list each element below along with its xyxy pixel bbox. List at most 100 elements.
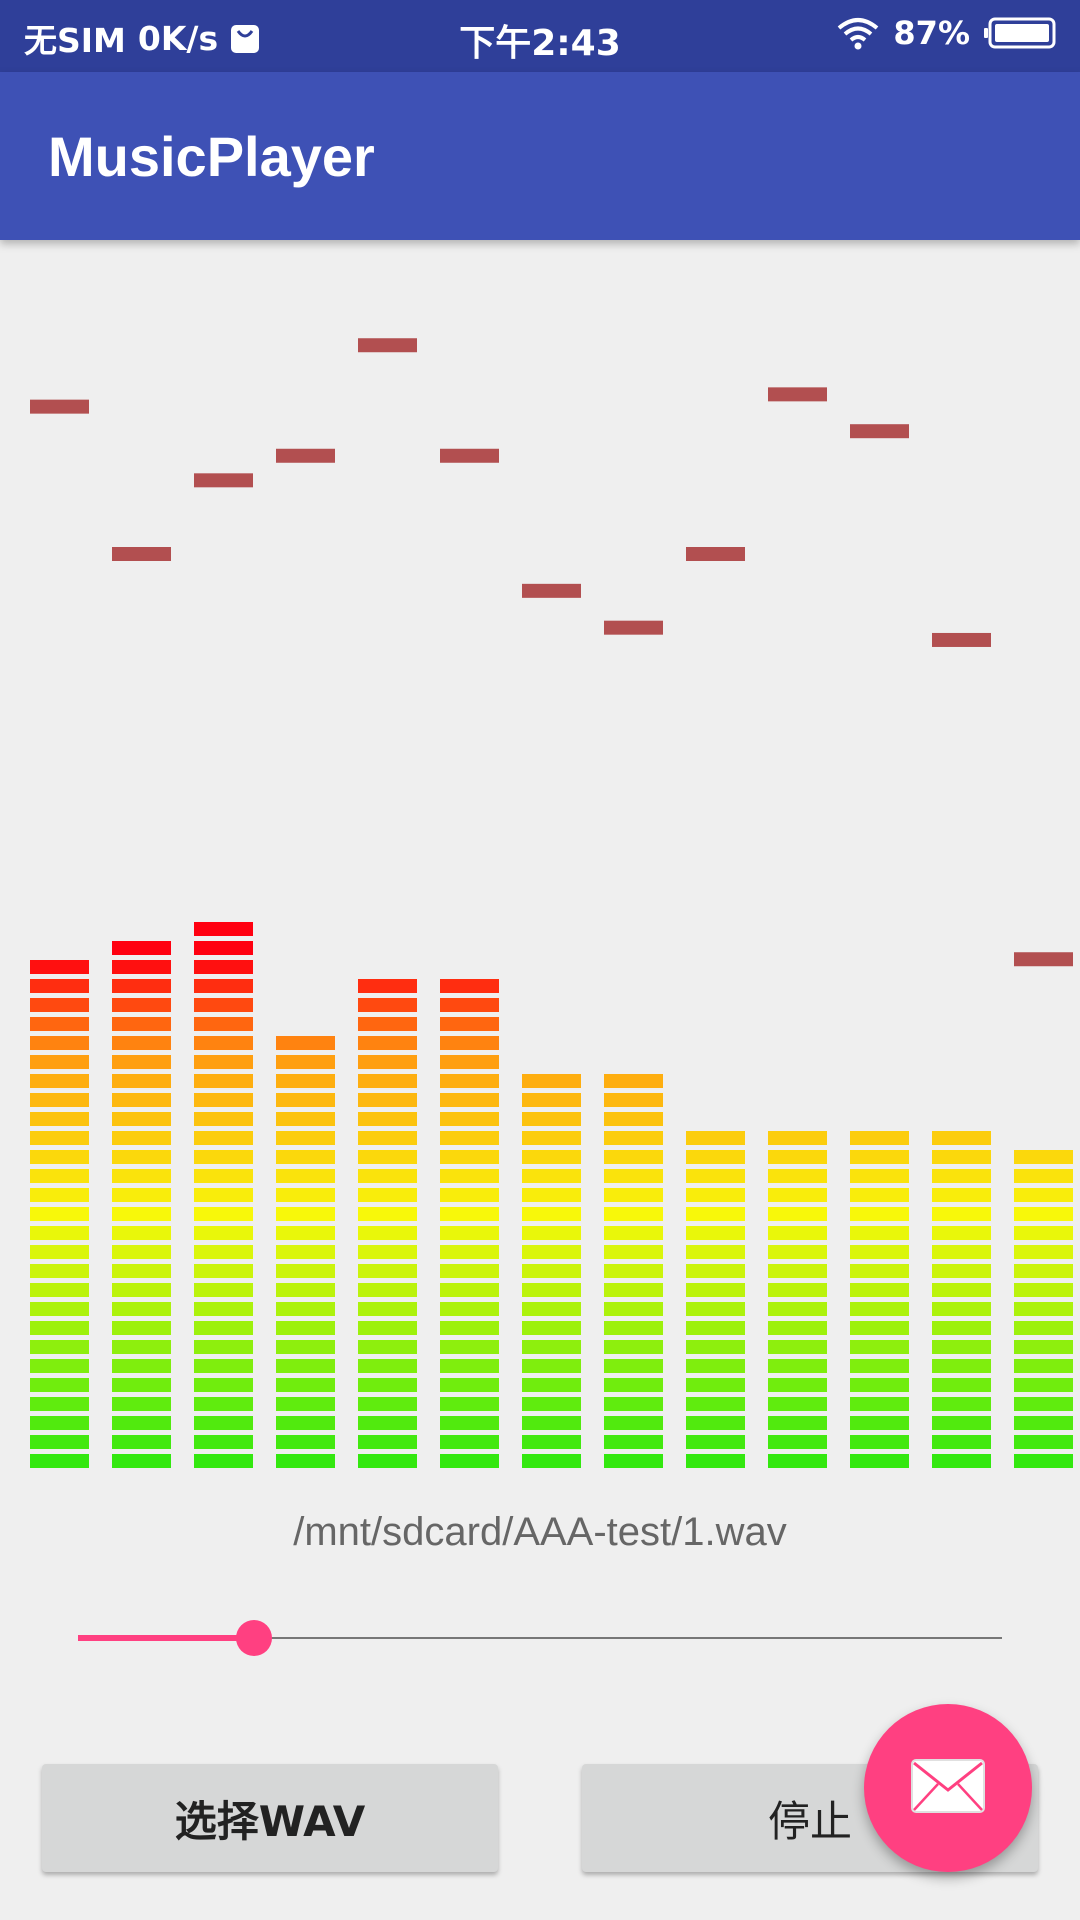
spectrum-segment (1014, 1454, 1073, 1468)
battery-icon (984, 17, 1056, 49)
spectrum-segment (30, 1340, 89, 1354)
seekbar[interactable] (78, 1618, 1002, 1658)
spectrum-segment (522, 1112, 581, 1126)
spectrum-segment (440, 1416, 499, 1430)
spectrum-segment (194, 1378, 253, 1392)
spectrum-segment (850, 1416, 909, 1430)
spectrum-segment (440, 1435, 499, 1449)
spectrum-segment (30, 1283, 89, 1297)
spectrum-segment (522, 1131, 581, 1145)
spectrum-segment (276, 1169, 335, 1183)
spectrum-segment (1014, 1321, 1073, 1335)
spectrum-segment (358, 1207, 417, 1221)
spectrum-segment (440, 998, 499, 1012)
spectrum-segment (1014, 1340, 1073, 1354)
spectrum-segment (358, 1359, 417, 1373)
spectrum-segment (194, 1074, 253, 1088)
select-wav-button[interactable]: 选择WAV (42, 1764, 498, 1872)
spectrum-segment (440, 1188, 499, 1202)
spectrum-segment (604, 1245, 663, 1259)
spectrum-segment (358, 1435, 417, 1449)
spectrum-segment (686, 1340, 745, 1354)
spectrum-segment (30, 1397, 89, 1411)
spectrum-segment (932, 1416, 991, 1430)
spectrum-segment (440, 1017, 499, 1031)
mail-fab[interactable] (864, 1704, 1032, 1872)
spectrum-segment (522, 1207, 581, 1221)
seekbar-track[interactable] (78, 1637, 1002, 1639)
spectrum-segment (686, 1226, 745, 1240)
spectrum-segment (112, 1036, 171, 1050)
spectrum-segment (112, 960, 171, 974)
spectrum-segment (686, 1378, 745, 1392)
spectrum-peak (932, 632, 991, 647)
spectrum-segment (932, 1245, 991, 1259)
spectrum-segment (358, 1378, 417, 1392)
spectrum-segment (1014, 1302, 1073, 1316)
spectrum-segment (30, 1378, 89, 1392)
spectrum-segment (850, 1150, 909, 1164)
spectrum-segment (358, 1454, 417, 1468)
spectrum-segment (604, 1378, 663, 1392)
spectrum-segment (522, 1283, 581, 1297)
spectrum-segment (604, 1416, 663, 1430)
spectrum-segment (112, 1416, 171, 1430)
spectrum-segment (358, 979, 417, 993)
spectrum-segment (850, 1188, 909, 1202)
spectrum-segment (1014, 1188, 1073, 1202)
mail-icon (910, 1758, 986, 1818)
spectrum-segment (686, 1150, 745, 1164)
spectrum-segment (358, 998, 417, 1012)
spectrum-segment (768, 1188, 827, 1202)
spectrum-segment (850, 1283, 909, 1297)
spectrum-segment (768, 1321, 827, 1335)
spectrum-segment (932, 1207, 991, 1221)
spectrum-segment (604, 1283, 663, 1297)
spectrum-segment (112, 1435, 171, 1449)
spectrum-peak (276, 448, 335, 463)
spectrum-segment (358, 1245, 417, 1259)
spectrum-segment (440, 1169, 499, 1183)
spectrum-segment (522, 1074, 581, 1088)
spectrum-segment (932, 1321, 991, 1335)
spectrum-segment (522, 1359, 581, 1373)
spectrum-segment (112, 1169, 171, 1183)
spectrum-segment (768, 1378, 827, 1392)
spectrum-segment (850, 1454, 909, 1468)
spectrum-segment (850, 1378, 909, 1392)
network-speed: 0K/s (137, 18, 219, 58)
status-right: 87% (837, 14, 1056, 52)
spectrum-segment (768, 1150, 827, 1164)
spectrum-segment (932, 1454, 991, 1468)
spectrum-segment (522, 1397, 581, 1411)
spectrum-segment (768, 1264, 827, 1278)
seekbar-thumb[interactable] (235, 1620, 272, 1656)
spectrum-segment (30, 1435, 89, 1449)
spectrum-segment (30, 1093, 89, 1107)
spectrum-segment (276, 1378, 335, 1392)
spectrum-segment (1014, 1397, 1073, 1411)
spectrum-segment (522, 1245, 581, 1259)
spectrum-segment (604, 1435, 663, 1449)
spectrum-segment (358, 1017, 417, 1031)
app-bar: MusicPlayer (0, 72, 1080, 240)
spectrum-segment (112, 1264, 171, 1278)
spectrum-peak (194, 473, 253, 488)
spectrum-segment (194, 1454, 253, 1468)
spectrum-segment (194, 1435, 253, 1449)
spectrum-segment (932, 1264, 991, 1278)
spectrum-segment (686, 1188, 745, 1202)
spectrum-segment (112, 1017, 171, 1031)
spectrum-segment (30, 1416, 89, 1430)
status-time: 下午2:43 (459, 23, 621, 64)
spectrum-segment (194, 1131, 253, 1145)
spectrum-segment (686, 1302, 745, 1316)
spectrum-segment (768, 1169, 827, 1183)
spectrum-segment (440, 1378, 499, 1392)
spectrum-segment (1014, 1207, 1073, 1221)
spectrum-segment (686, 1169, 745, 1183)
spectrum-segment (276, 1245, 335, 1259)
spectrum-segment (112, 1131, 171, 1145)
spectrum-segment (850, 1226, 909, 1240)
spectrum-segment (440, 1226, 499, 1240)
